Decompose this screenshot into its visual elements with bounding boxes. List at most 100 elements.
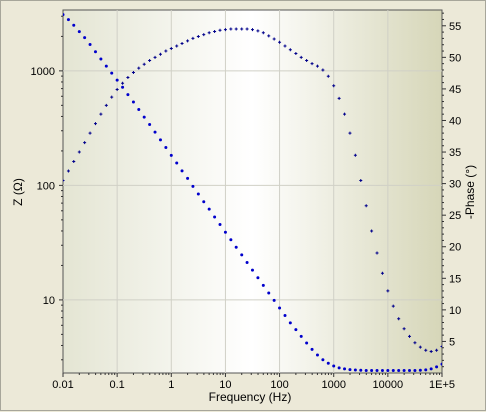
phase-point (131, 70, 135, 74)
impedance-point (278, 306, 282, 310)
impedance-point (326, 361, 330, 365)
phase-point (63, 178, 65, 182)
impedance-point (435, 365, 439, 369)
impedance-point (196, 192, 200, 196)
y2-tick-label: 50 (449, 52, 461, 64)
impedance-point (294, 328, 298, 332)
phase-point (283, 44, 287, 48)
phase-point (408, 334, 412, 338)
impedance-point (337, 366, 341, 370)
phase-point (359, 178, 363, 182)
phase-point (229, 27, 233, 31)
x-tick-label: 1E+5 (429, 379, 455, 391)
impedance-point (175, 161, 179, 165)
axis-ticks (59, 12, 446, 377)
impedance-point (63, 13, 65, 17)
phase-point (196, 35, 200, 39)
phase-point (202, 33, 206, 37)
phase-point (110, 95, 114, 99)
impedance-point (104, 64, 108, 68)
impedance-point (413, 368, 417, 372)
phase-point (299, 55, 303, 59)
impedance-point (207, 207, 211, 211)
impedance-point (131, 100, 135, 104)
phase-point (72, 160, 76, 164)
impedance-point (240, 253, 244, 257)
x-axis-title: Frequency (Hz) (209, 390, 292, 404)
phase-point (207, 31, 211, 35)
impedance-point (424, 368, 428, 372)
impedance-point (137, 107, 141, 111)
phase-point (256, 29, 260, 33)
phase-point (126, 76, 130, 80)
impedance-point (169, 153, 173, 157)
y2-tick-label: 15 (449, 273, 461, 285)
impedance-point (359, 368, 363, 372)
phase-point (250, 28, 254, 32)
impedance-point (245, 261, 249, 265)
impedance-point (148, 123, 152, 127)
phase-point (348, 131, 352, 135)
y-tick-label: 10 (43, 295, 55, 307)
impedance-point (126, 93, 130, 97)
impedance-point (321, 358, 325, 362)
impedance-point (429, 367, 433, 371)
impedance-point (115, 78, 119, 82)
impedance-point (250, 268, 254, 272)
y2-tick-label: 55 (449, 21, 461, 33)
phase-point (104, 103, 108, 107)
impedance-point (158, 138, 162, 142)
impedance-point (186, 176, 190, 180)
impedance-point (391, 368, 395, 372)
y-axis-title: Z (Ω) (11, 178, 25, 206)
impedance-point (121, 85, 125, 89)
impedance-point (229, 238, 233, 242)
impedance-point (288, 321, 292, 325)
phase-point (186, 39, 190, 43)
impedance-point (353, 368, 357, 372)
phase-point (288, 48, 292, 52)
impedance-point (343, 367, 347, 371)
x-tick-label: 10 (219, 379, 231, 391)
phase-point (402, 327, 406, 331)
phase-point (164, 49, 168, 53)
phase-point (77, 150, 81, 154)
impedance-point (440, 362, 442, 366)
y2-axis-title: -Phase (°) (463, 165, 477, 219)
impedance-point (88, 42, 92, 46)
phase-point (294, 52, 298, 56)
impedance-point (142, 115, 146, 119)
grid-lines (63, 10, 442, 373)
phase-point (218, 28, 222, 32)
impedance-point (153, 130, 157, 134)
impedance-point (256, 276, 260, 280)
y2-tick-label: 25 (449, 210, 461, 222)
phase-point (386, 289, 390, 293)
phase-point (310, 62, 314, 66)
impedance-point (348, 368, 352, 372)
phase-point (424, 348, 428, 352)
phase-point (343, 112, 347, 116)
phase-point (83, 141, 87, 145)
x-tick-label: 1000 (321, 379, 345, 391)
plot-area[interactable] (62, 9, 443, 374)
impedance-point (83, 36, 87, 40)
phase-point (326, 74, 330, 78)
phase-point (121, 81, 125, 85)
phase-point (99, 112, 103, 116)
phase-point (153, 55, 157, 59)
impedance-point (223, 230, 227, 234)
impedance-point (386, 368, 390, 372)
impedance-point (305, 341, 309, 345)
impedance-point (315, 353, 319, 357)
phase-point (261, 31, 265, 35)
impedance-point (72, 23, 76, 27)
phase-point (66, 169, 70, 173)
impedance-point (202, 200, 206, 204)
phase-point (169, 47, 173, 51)
y-tick-label: 1000 (31, 66, 55, 78)
impedance-point (380, 368, 384, 372)
phase-point (397, 317, 401, 321)
